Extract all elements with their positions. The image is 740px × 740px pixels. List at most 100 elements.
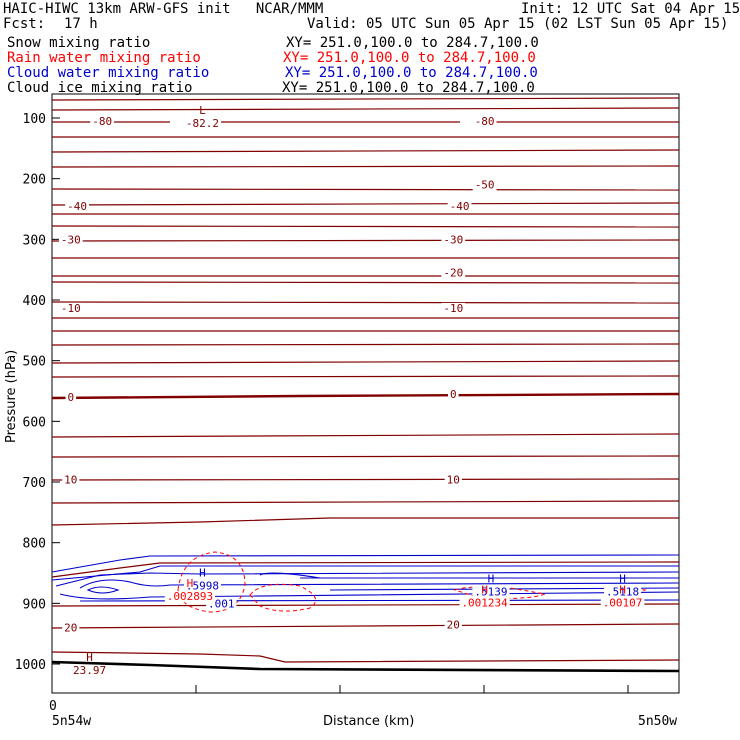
isotherm [51, 651, 680, 663]
extremum-value: 23.97 [73, 664, 106, 677]
isotherm [51, 561, 680, 578]
forecast-label: Fcst: [3, 16, 46, 32]
model-title: HAIC-HIWC 13km ARW-GFS init NCAR/MMM [3, 1, 324, 17]
isotherm-label: -40 [67, 200, 87, 213]
cloud-contour [59, 591, 680, 600]
extremum-value-bg [164, 591, 216, 603]
temperature-isotherms [51, 97, 680, 663]
init-time: Init: 12 UTC Sat 04 Apr 15 [521, 1, 740, 17]
rain-contours [177, 551, 647, 613]
extremum-value-bg [71, 665, 109, 677]
isotherm-label: -30 [61, 233, 81, 246]
isotherm-label: 20 [64, 622, 77, 635]
isotherm-label: 20 [447, 619, 460, 632]
isotherm-label-bg [65, 392, 77, 404]
isotherm-label-bg [58, 234, 83, 246]
isotherm-label-bg [441, 234, 466, 246]
isotherm [51, 455, 680, 458]
isotherm [51, 360, 680, 364]
isotherm-label-bg [447, 389, 459, 401]
isotherm [51, 281, 680, 284]
isotherm-label-bg [65, 200, 89, 212]
isotherm-label-bg [447, 200, 472, 212]
isotherm-label-bg [444, 619, 462, 631]
isotherm [51, 188, 680, 191]
extremum-value-bg [604, 586, 642, 598]
extremum-value-bg [472, 586, 510, 598]
isotherm-label-bg [441, 302, 466, 314]
isotherm [51, 107, 680, 111]
cloud-contour-label-bg [206, 598, 237, 610]
isotherm-label-bg [62, 622, 80, 634]
isotherm [51, 239, 680, 242]
isotherm-label-bg [444, 474, 462, 486]
isotherm-label: -80 [475, 115, 495, 128]
y-tick-label: 100 [23, 112, 46, 127]
field-xy-cloud-ice: XY= 251.0,100.0 to 284.7,100.0 [282, 80, 535, 96]
extremum-marker: L [199, 104, 206, 117]
rain-contour [453, 586, 547, 599]
extremum-value-bg [183, 118, 221, 129]
isotherm-label-bg [62, 474, 80, 486]
isotherm-label: -50 [475, 179, 495, 192]
y-tick-label: 700 [23, 476, 46, 491]
y-axis-title: Pressure (hPa) [4, 350, 19, 443]
x-axis-title: Distance (km) [323, 714, 414, 729]
extremum-value-bg [600, 597, 645, 609]
extremum-value: .001234 [461, 596, 508, 609]
field-name-cloud-water: Cloud water mixing ratio [7, 65, 210, 81]
extremum-value: .5998 [186, 579, 219, 592]
isotherm-label: -40 [450, 200, 470, 213]
cloud-contour [259, 572, 321, 579]
extremum-marker: H [481, 583, 488, 596]
isotherm [51, 202, 680, 206]
y-tick-label: 900 [23, 597, 46, 612]
rain-contour [249, 583, 317, 612]
isotherm [51, 97, 680, 101]
extremum-value-bg [459, 597, 510, 609]
extremum-marker: H [86, 651, 93, 664]
y-tick-label: 1000 [15, 658, 46, 673]
y-tick-label: 400 [23, 294, 46, 309]
isotherm-label: 0 [67, 391, 74, 404]
isotherm-label-bg [90, 116, 115, 128]
field-name-snow: Snow mixing ratio [7, 35, 151, 51]
isotherm [51, 225, 680, 228]
isotherm-label: 10 [447, 474, 460, 487]
isotherm [51, 165, 680, 168]
isotherm [51, 433, 680, 438]
extremum-marker: H [488, 572, 495, 585]
extremum-marker: H [187, 577, 194, 590]
field-xy-snow: XY= 251.0,100.0 to 284.7,100.0 [286, 35, 539, 51]
x-left-label: 5n54w [52, 714, 91, 729]
extremum-marker: H [619, 583, 626, 596]
isotherm-label: -10 [61, 302, 81, 315]
extremum-marker: H [619, 572, 626, 585]
x-axis [51, 685, 629, 693]
extremum-value: .00107 [603, 596, 643, 609]
y-tick-label: 300 [23, 233, 46, 248]
isotherm [51, 517, 679, 526]
y-tick-label: 500 [23, 355, 46, 370]
x-right-label: 5n50w [638, 714, 677, 729]
x-zero-label: 0 [49, 699, 57, 714]
field-xy-cloud-water: XY= 251.0,100.0 to 284.7,100.0 [285, 65, 538, 81]
extremum-marker: H [199, 566, 206, 579]
field-xy-rain: XY= 251.0,100.0 to 284.7,100.0 [283, 50, 536, 66]
y-axis: 100 200 300 400 500 600 700 800 900 1000 [15, 112, 60, 673]
isotherm-label: 10 [64, 474, 77, 487]
isotherm [51, 392, 680, 400]
field-name-rain: Rain water mixing ratio [7, 50, 201, 66]
contour-labels: -80 -80 -50 -40 -40 -30 -30 -20 -10 -10 0 0 10 10 20 20… [58, 104, 645, 677]
extremum-value: .002893 [167, 590, 213, 603]
cloud-contour [86, 586, 120, 594]
isotherm [51, 149, 680, 153]
extremum-value: .5118 [606, 585, 639, 598]
isotherm [51, 375, 680, 378]
ground-surface [51, 660, 680, 673]
isotherm [51, 623, 680, 629]
isotherm [51, 500, 680, 504]
forecast-hour: 17 h [64, 16, 98, 32]
isotherm [51, 478, 680, 481]
